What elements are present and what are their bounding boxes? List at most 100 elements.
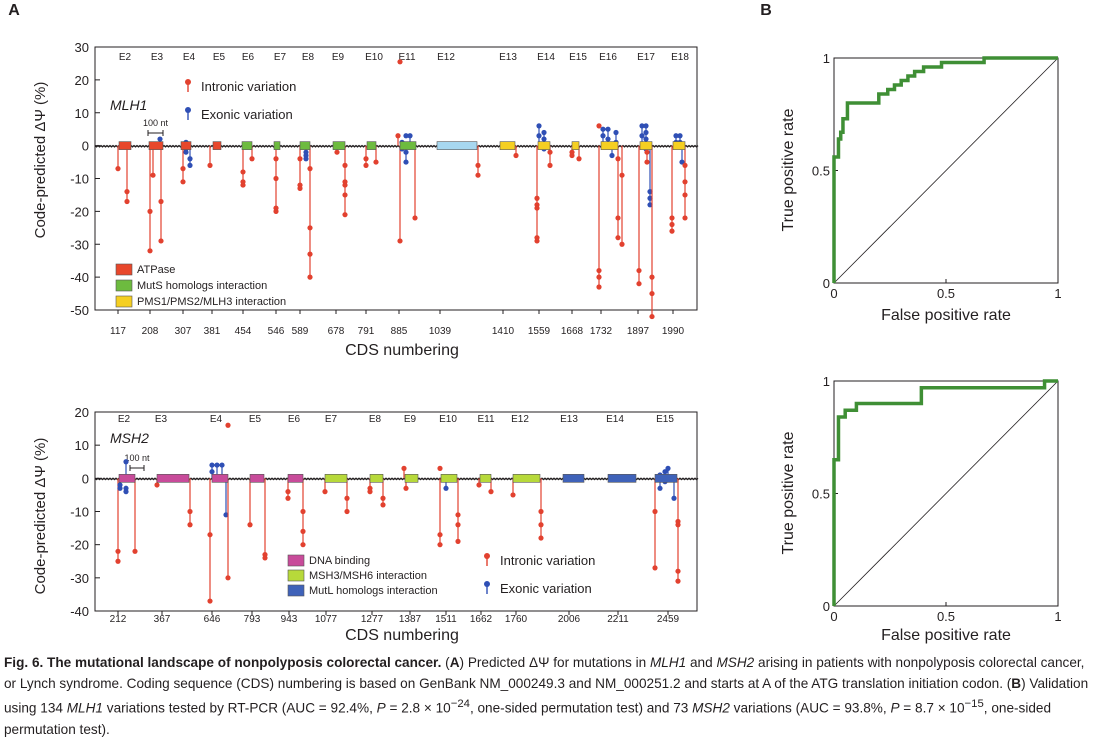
msh2-exon-box	[287, 474, 304, 483]
mlh1-variant-point	[536, 133, 542, 139]
mlh1-variant-point	[342, 192, 348, 198]
mlh1-exon-box	[332, 141, 346, 150]
mlh1-exon-box	[299, 141, 311, 150]
roc_mlh1-ytick-label: 1	[823, 51, 830, 66]
mlh1-legend-swatch	[115, 295, 133, 308]
mlh1-exon-box	[537, 141, 551, 150]
msh2-variant-point	[657, 485, 663, 491]
roc_mlh1-xtick-label: 1	[1054, 286, 1061, 301]
msh2-intron-line	[94, 477, 699, 481]
mlh1-exon-label: E9	[332, 52, 345, 63]
caption-text: variations tested by RT-PCR (AUC = 92.4%…	[103, 700, 377, 716]
mlh1-exon-label: E18	[671, 52, 689, 63]
msh2-cds-tick-label: 1760	[505, 614, 528, 625]
msh2-variant-point	[510, 492, 516, 498]
mlh1-cds-tick-label: 117	[110, 326, 126, 337]
msh2-variant-point	[662, 469, 668, 475]
msh2-exon-label: E6	[288, 414, 301, 425]
msh2-cds-tick-label: 212	[110, 614, 127, 625]
mlh1-ytick-label: -10	[70, 172, 89, 187]
mlh1-variant-point	[157, 136, 163, 142]
msh2-exon-label: E14	[606, 414, 624, 425]
mlh1-exon-box	[639, 141, 653, 150]
mlh1-cds-tick-label: 1668	[561, 326, 584, 337]
caption-gene: MLH1	[66, 700, 103, 716]
roc_msh2-xtick-label: 0.5	[937, 609, 955, 624]
mlh1-ytick-label: -30	[70, 237, 89, 252]
mlh1-variant-point	[403, 133, 409, 139]
mlh1-variant-point	[643, 136, 649, 142]
msh2-variant-point	[538, 535, 544, 541]
msh2-legend-label: MutL homologs interaction	[309, 585, 438, 597]
mlh1-cds-tick-label: 1897	[627, 326, 650, 337]
mlh1-variant-point	[180, 166, 186, 172]
mlh1-legend-point	[185, 79, 191, 85]
msh2-variant-point	[123, 459, 129, 465]
caption-text: , one-sided permutation test).	[4, 700, 1052, 737]
mlh1-variant-point	[534, 205, 540, 211]
panel-label-a: A	[8, 2, 20, 19]
mlh1-variant-point	[600, 133, 606, 139]
msh2-variant-point	[675, 578, 681, 584]
mlh1-variant-point	[536, 123, 542, 129]
msh2-variant-point	[380, 502, 386, 508]
mlh1-cds-tick-label: 678	[328, 326, 345, 337]
mlh1-variant-point	[615, 215, 621, 221]
caption-gene: MSH2	[692, 700, 730, 716]
mlh1-exon-box	[212, 141, 222, 150]
msh2-exon-box	[607, 474, 637, 483]
msh2-legend-label: MSH3/MSH6 interaction	[309, 570, 427, 582]
msh2-variant-point	[187, 508, 193, 515]
mlh1-variant-point	[147, 208, 153, 214]
mlh1-variant-point	[649, 313, 655, 320]
mlh1-plot-frame	[94, 46, 698, 311]
mlh1-variant-point	[363, 162, 369, 168]
mlh1-exon-label: E11	[398, 52, 415, 63]
mlh1-ytick-label: 10	[75, 106, 89, 121]
mlh1-variant-point	[407, 133, 413, 139]
mlh1-variant-point	[649, 274, 655, 280]
mlh1-variant-point	[307, 225, 313, 231]
msh2-legend-swatch	[287, 569, 305, 582]
caption-panel-a: A	[449, 655, 460, 670]
mlh1-variant-point	[395, 133, 401, 139]
mlh1-exon-label: E15	[569, 52, 587, 63]
mlh1-variant-point	[639, 123, 645, 129]
mlh1-variant-point	[187, 162, 193, 168]
msh2-exon-box	[324, 474, 348, 483]
mlh1-xlabel: CDS numbering	[345, 342, 459, 359]
msh2-variant-point	[455, 538, 461, 544]
mlh1-variant-point	[596, 267, 602, 274]
mlh1-variant-point	[596, 123, 602, 129]
msh2-variant-point	[671, 495, 677, 501]
mlh1-ytick-label: 0	[82, 139, 89, 154]
roc_mlh1-xtick-label: 0.5	[937, 286, 955, 301]
caption-text: ) Predicted ΔΨ for mutations in	[459, 655, 650, 670]
mlh1-variant-point	[605, 126, 611, 132]
mlh1-ytick-label: 20	[75, 73, 89, 88]
mlh1-cds-tick-label: 1732	[590, 326, 613, 337]
msh2-legend-label: DNA binding	[309, 555, 370, 567]
msh2-exon-box	[440, 474, 458, 483]
msh2-variant-point	[115, 548, 121, 554]
msh2-variant-point	[380, 495, 386, 501]
mlh1-exon-box	[118, 141, 132, 150]
msh2-cds-tick-label: 2211	[607, 614, 629, 625]
mlh1-exon-label: E7	[274, 52, 287, 63]
mlh1-variant-point	[249, 156, 255, 162]
mlh1-cds-tick-label: 454	[235, 326, 252, 337]
mlh1-variant-point	[207, 162, 213, 168]
mlh1-variant-point	[240, 169, 246, 175]
roc_msh2-xtick-label: 1	[1054, 609, 1061, 624]
mlh1-exon-label: E8	[302, 52, 315, 63]
msh2-legend-point	[484, 553, 490, 559]
mlh1-ytick-label: -50	[70, 303, 89, 318]
msh2-variant-point	[225, 575, 231, 581]
caption-exponent: −15	[964, 698, 984, 710]
mlh1-variant-point	[613, 129, 619, 136]
roc_msh2-xlabel: False positive rate	[881, 627, 1011, 644]
roc_mlh1-ylabel: True positive rate	[780, 108, 797, 231]
roc_msh2-ytick-label: 0	[823, 599, 830, 614]
mlh1-variant-point	[615, 235, 621, 241]
